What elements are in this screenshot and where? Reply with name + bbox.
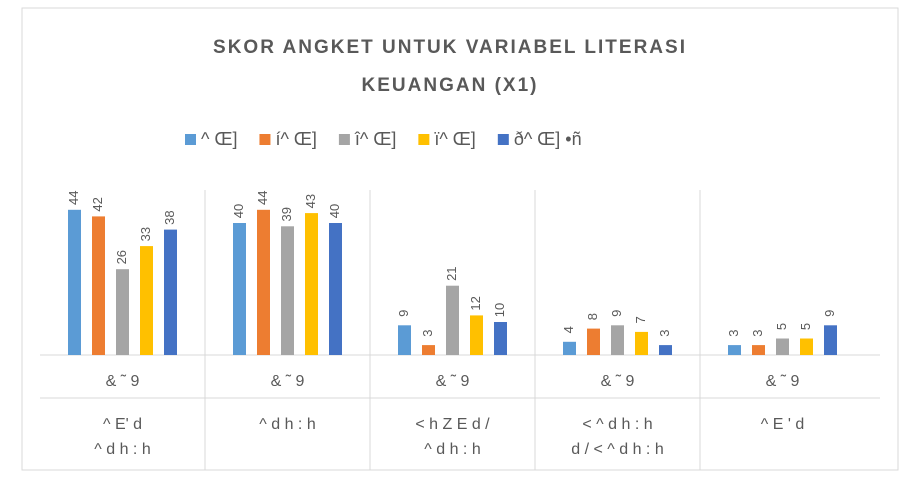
group-label: d / < ^ d h : h [571, 441, 663, 458]
data-label: 44 [255, 191, 270, 205]
data-label: 33 [138, 227, 153, 241]
data-label: 4 [561, 326, 576, 333]
bar [563, 341, 576, 355]
bar [92, 216, 105, 355]
legend-label: ð^ Œ] •ñ [514, 129, 582, 149]
bar [659, 345, 672, 355]
bar [587, 328, 600, 355]
data-label: 5 [774, 323, 789, 330]
x-tick-label: & ˜ 9 [766, 373, 800, 390]
bar [398, 325, 411, 355]
data-label: 9 [396, 310, 411, 317]
bar [635, 331, 648, 355]
legend-label: ^ Œ] [201, 129, 237, 149]
bar [824, 325, 837, 355]
chart-subtitle: KEUANGAN (X1) [362, 75, 539, 96]
bar [470, 315, 483, 355]
legend-swatch [185, 134, 196, 145]
data-label: 3 [420, 329, 435, 336]
legend-label: ï^ Œ] [434, 129, 475, 149]
data-label: 3 [726, 329, 741, 336]
data-label: 7 [633, 316, 648, 323]
bar [305, 213, 318, 355]
bar [800, 338, 813, 355]
x-tick-label: & ˜ 9 [436, 373, 470, 390]
group-label: < h Z E d / [415, 416, 490, 433]
bar [164, 229, 177, 355]
legend-label: î^ Œ] [354, 129, 396, 149]
data-label: 40 [231, 204, 246, 218]
data-label: 26 [114, 250, 129, 264]
x-tick-label: & ˜ 9 [106, 373, 140, 390]
bar [728, 345, 741, 355]
bar [329, 223, 342, 355]
bar [140, 246, 153, 355]
data-label: 40 [327, 204, 342, 218]
data-label: 9 [822, 310, 837, 317]
group-label: ^ d h : h [94, 441, 150, 458]
bar [446, 285, 459, 355]
bar [776, 338, 789, 355]
legend-swatch [418, 134, 430, 145]
group-label: ^ E ' d [761, 416, 804, 433]
bar [611, 325, 624, 355]
x-tick-label: & ˜ 9 [601, 373, 635, 390]
legend-swatch [338, 134, 350, 145]
bar [281, 226, 294, 355]
x-tick-label: & ˜ 9 [271, 373, 305, 390]
data-label: 39 [279, 207, 294, 221]
group-label: ^ E' d [103, 416, 142, 433]
bar [116, 269, 129, 355]
bar [752, 345, 765, 355]
bar [68, 209, 81, 355]
data-label: 43 [303, 194, 318, 208]
data-label: 5 [798, 323, 813, 330]
group-label: ^ d h : h [424, 441, 480, 458]
data-label: 9 [609, 310, 624, 317]
data-label: 8 [585, 313, 600, 320]
data-label: 42 [90, 197, 105, 211]
data-label: 3 [657, 329, 672, 336]
bar [494, 322, 507, 355]
data-label: 12 [468, 296, 483, 310]
chart-title: SKOR ANGKET UNTUK VARIABEL LITERASI [213, 37, 687, 58]
data-label: 44 [66, 191, 81, 205]
legend-label: í^ Œ] [275, 129, 316, 149]
bar [233, 223, 246, 355]
legend-swatch [259, 134, 271, 145]
legend-swatch [497, 134, 509, 145]
bar [422, 345, 435, 355]
data-label: 10 [492, 303, 507, 317]
data-label: 21 [444, 266, 459, 280]
bar [257, 209, 270, 355]
group-label: < ^ d h : h [582, 416, 652, 433]
data-label: 38 [162, 210, 177, 224]
data-label: 3 [750, 329, 765, 336]
group-label: ^ d h : h [259, 416, 315, 433]
